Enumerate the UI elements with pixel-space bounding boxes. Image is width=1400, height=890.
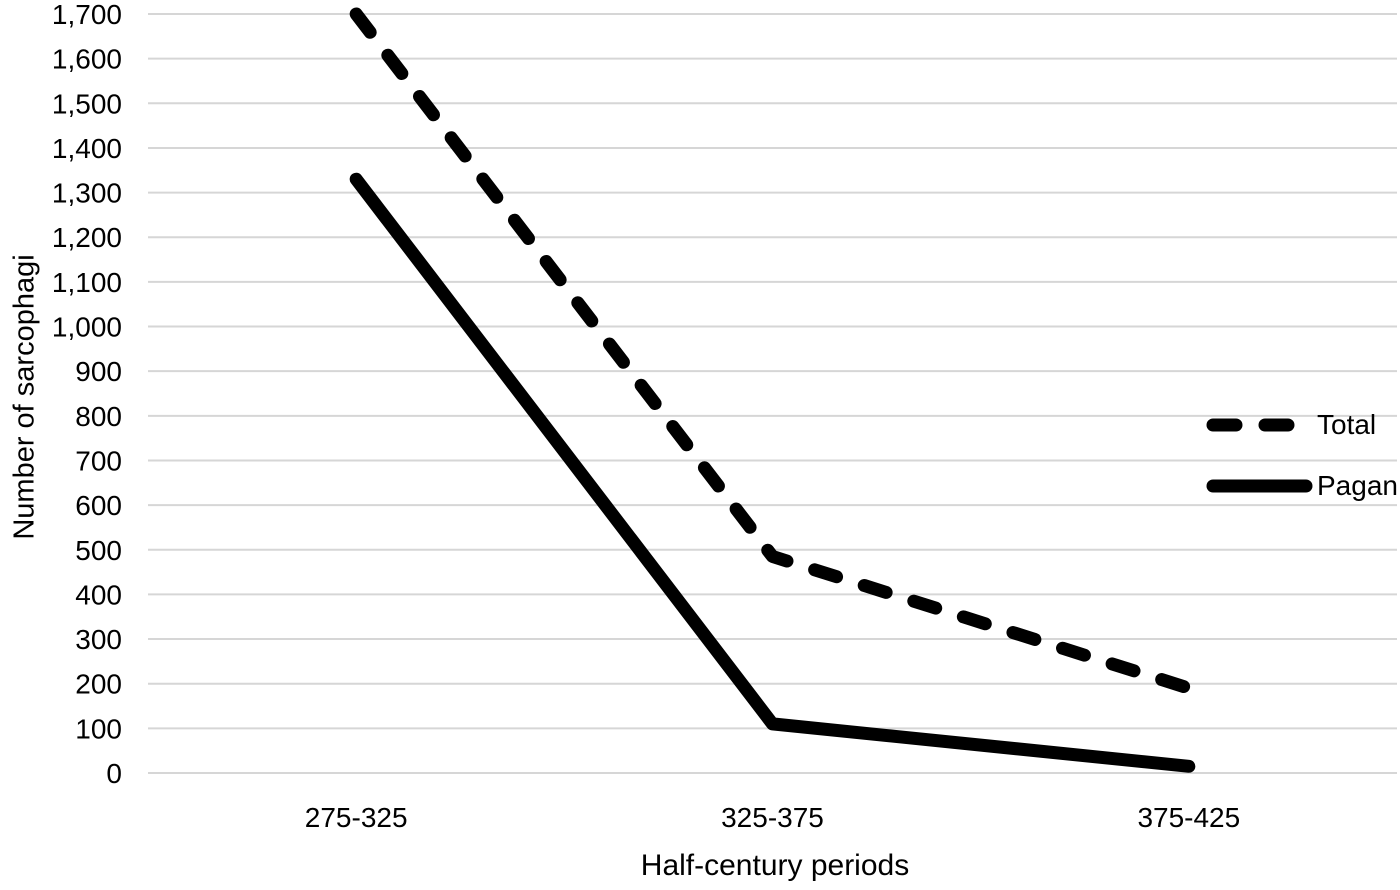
y-tick-label: 1,000 xyxy=(52,312,122,343)
y-tick-label: 400 xyxy=(75,579,122,610)
y-tick-label: 700 xyxy=(75,445,122,476)
x-tick-label: 375-425 xyxy=(1137,802,1240,833)
x-tick-label: 275-325 xyxy=(305,802,408,833)
y-tick-label: 1,300 xyxy=(52,178,122,209)
x-axis-title: Half-century periods xyxy=(640,849,910,882)
y-tick-label: 1,500 xyxy=(52,88,122,119)
y-tick-label: 500 xyxy=(75,535,122,566)
y-tick-label: 1,100 xyxy=(52,267,122,298)
series-line-pagan xyxy=(349,172,1196,773)
y-tick-label: 600 xyxy=(75,490,122,521)
legend-label-pagan: Pagan xyxy=(1317,470,1398,501)
legend-label-total: Total xyxy=(1317,409,1377,440)
y-tick-label: 1,600 xyxy=(52,44,122,75)
legend-item-pagan: Pagan xyxy=(1205,466,1398,506)
legend-item-total: Total xyxy=(1205,405,1376,445)
y-tick-label: 300 xyxy=(75,624,122,655)
y-tick-label: 800 xyxy=(75,401,122,432)
y-tick-label: 0 xyxy=(106,758,122,789)
y-axis-title: Number of sarcophagi xyxy=(8,254,41,540)
y-tick-label: 1,400 xyxy=(52,133,122,164)
series-line-total xyxy=(349,7,1196,695)
total-dashed-line-sample xyxy=(1205,417,1317,433)
x-tick-label: 325-375 xyxy=(721,802,824,833)
y-tick-label: 900 xyxy=(75,356,122,387)
y-tick-label: 1,700 xyxy=(52,0,122,30)
y-tick-label: 1,200 xyxy=(52,222,122,253)
y-tick-label: 200 xyxy=(75,669,122,700)
pagan-solid-line-sample xyxy=(1205,478,1317,494)
y-tick-label: 100 xyxy=(75,713,122,744)
